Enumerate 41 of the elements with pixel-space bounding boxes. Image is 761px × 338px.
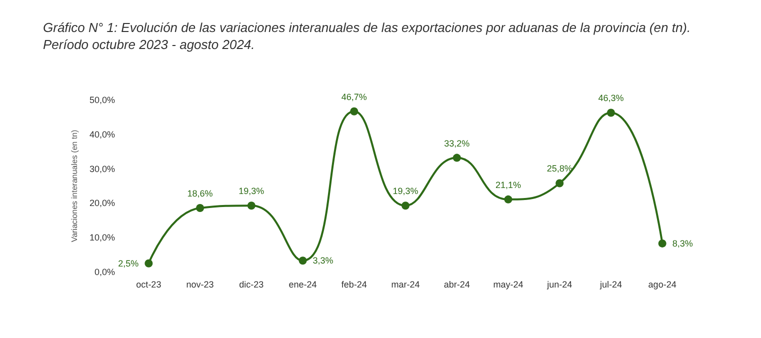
x-tick-label: abr-24	[444, 280, 470, 290]
data-label: 3,3%	[312, 256, 334, 266]
y-tick-label: 30,0%	[89, 164, 115, 174]
x-tick-label: nov-23	[186, 280, 214, 290]
x-tick-label: may-24	[493, 280, 524, 290]
chart-title: Gráfico N° 1: Evolución de las variaciones interanuales de las exportaciones por aduanas de la provincia (en tn). Período octubre 2023 - agosto 2024.	[43, 20, 694, 52]
x-tick-label: feb-24	[341, 280, 367, 290]
y-tick-label: 50,0%	[89, 95, 115, 105]
data-label: 2,5%	[118, 258, 139, 268]
y-tick-label: 0,0%	[94, 267, 115, 277]
data-label: 8,3%	[672, 238, 693, 248]
point	[144, 259, 153, 268]
data-label: 46,3%	[598, 93, 624, 104]
point	[606, 108, 615, 117]
y-tick-label: 40,0%	[89, 129, 115, 140]
x-tick-label: ene-24	[288, 280, 317, 290]
point	[196, 204, 204, 212]
point	[658, 239, 666, 248]
data-label: 19,3%	[392, 186, 418, 196]
point	[452, 154, 461, 162]
x-tick-label: oct-23	[136, 280, 162, 290]
x-tick-label: mar-24	[391, 280, 420, 290]
x-tick-label: jul-24	[598, 280, 622, 290]
x-tick-label: dic-23	[239, 280, 264, 290]
point	[350, 107, 358, 116]
x-tick-label: ago-24	[648, 280, 676, 290]
point	[504, 195, 512, 204]
point	[247, 202, 256, 210]
point	[402, 202, 410, 210]
data-label: 18,6%	[187, 188, 213, 199]
data-label: 46,7%	[341, 92, 367, 102]
point	[556, 179, 564, 188]
data-label: 21,1%	[495, 180, 521, 190]
y-axis-title: Variaciones interanuales (en tn)	[70, 129, 80, 242]
data-label: 19,3%	[238, 186, 264, 196]
x-tick-label: jun-24	[546, 280, 572, 290]
point	[298, 256, 307, 265]
y-tick-label: 10,0%	[89, 232, 115, 243]
data-label: 33,2%	[444, 138, 470, 148]
data-label: 25,8%	[546, 164, 572, 174]
y-tick-label: 20,0%	[89, 198, 115, 208]
